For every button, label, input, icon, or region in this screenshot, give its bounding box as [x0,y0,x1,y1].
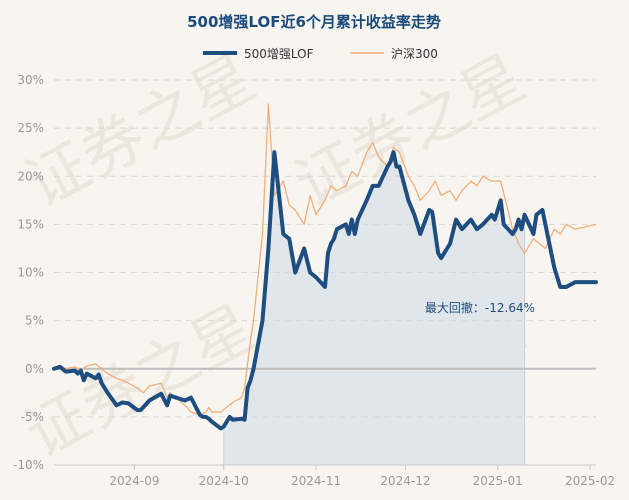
series-line-hs300 [53,103,597,416]
drawdown-area-layer [223,152,526,465]
y-tick-label: -10% [13,458,44,472]
x-tick-label: 2024-09 [109,474,159,488]
y-tick-label: 30% [17,73,44,87]
y-tick-label: 15% [17,217,44,231]
drawdown-area [223,152,525,465]
legend-label-fund: 500增强LOF [244,47,314,61]
x-tick-label: 2025-01 [473,474,523,488]
series-lines [52,103,598,431]
chart-title: 500增强LOF近6个月累计收益率走势 [187,13,441,31]
y-axis-ticks: -10% -5% 0% 5% 10% 15% 20% 25% 30% [13,73,44,472]
x-tick-label: 2024-11 [291,474,341,488]
y-tick-label: -5% [21,410,44,424]
x-tick-label: 2024-10 [199,474,249,488]
x-tick-label: 2024-12 [380,474,430,488]
max-drawdown-annotation: 最大回撤：-12.64% [425,300,535,315]
y-tick-label: 5% [25,314,44,328]
legend: 500增强LOF 沪深300 [203,47,438,61]
x-tick-label: 2025-02 [565,474,615,488]
y-tick-label: 0% [25,362,44,376]
y-tick-label: 10% [17,266,44,280]
gridlines [54,79,596,466]
legend-label-index: 沪深300 [391,47,438,61]
series-line-500-lof [52,150,598,431]
y-tick-label: 25% [17,121,44,135]
x-axis-ticks: 2024-09 2024-10 2024-11 2024-12 2025-01 2025-… [109,465,615,488]
y-tick-label: 20% [17,169,44,183]
